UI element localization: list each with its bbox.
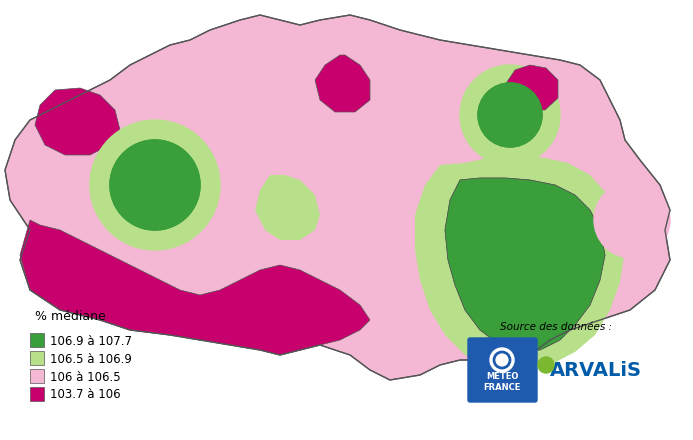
Polygon shape [415, 155, 625, 368]
Bar [30, 369, 44, 383]
Circle shape [110, 140, 200, 230]
Circle shape [460, 65, 560, 165]
Circle shape [90, 120, 220, 250]
Polygon shape [505, 65, 558, 110]
Text: Source des données :: Source des données : [500, 322, 612, 332]
Text: % médiane: % médiane [35, 310, 106, 323]
Polygon shape [255, 175, 320, 240]
Circle shape [110, 140, 200, 230]
Text: 106.5 à 106.9: 106.5 à 106.9 [50, 352, 132, 366]
Polygon shape [445, 178, 605, 350]
Polygon shape [315, 55, 370, 112]
Circle shape [478, 83, 542, 147]
Text: METEO
FRANCE: METEO FRANCE [483, 372, 520, 392]
Bar [30, 333, 44, 347]
Polygon shape [5, 15, 670, 380]
Circle shape [490, 348, 514, 372]
Circle shape [478, 83, 542, 147]
FancyBboxPatch shape [468, 338, 537, 402]
Circle shape [538, 357, 554, 373]
Polygon shape [445, 178, 605, 350]
Bar [30, 351, 44, 365]
Text: 103.7 à 106: 103.7 à 106 [50, 389, 121, 401]
Circle shape [594, 182, 670, 258]
Text: ARVALiS: ARVALiS [550, 360, 642, 379]
Polygon shape [20, 220, 370, 355]
Polygon shape [35, 88, 120, 155]
Text: 106 à 106.5: 106 à 106.5 [50, 370, 121, 384]
Bar [30, 387, 44, 401]
Text: 106.9 à 107.7: 106.9 à 107.7 [50, 334, 132, 348]
